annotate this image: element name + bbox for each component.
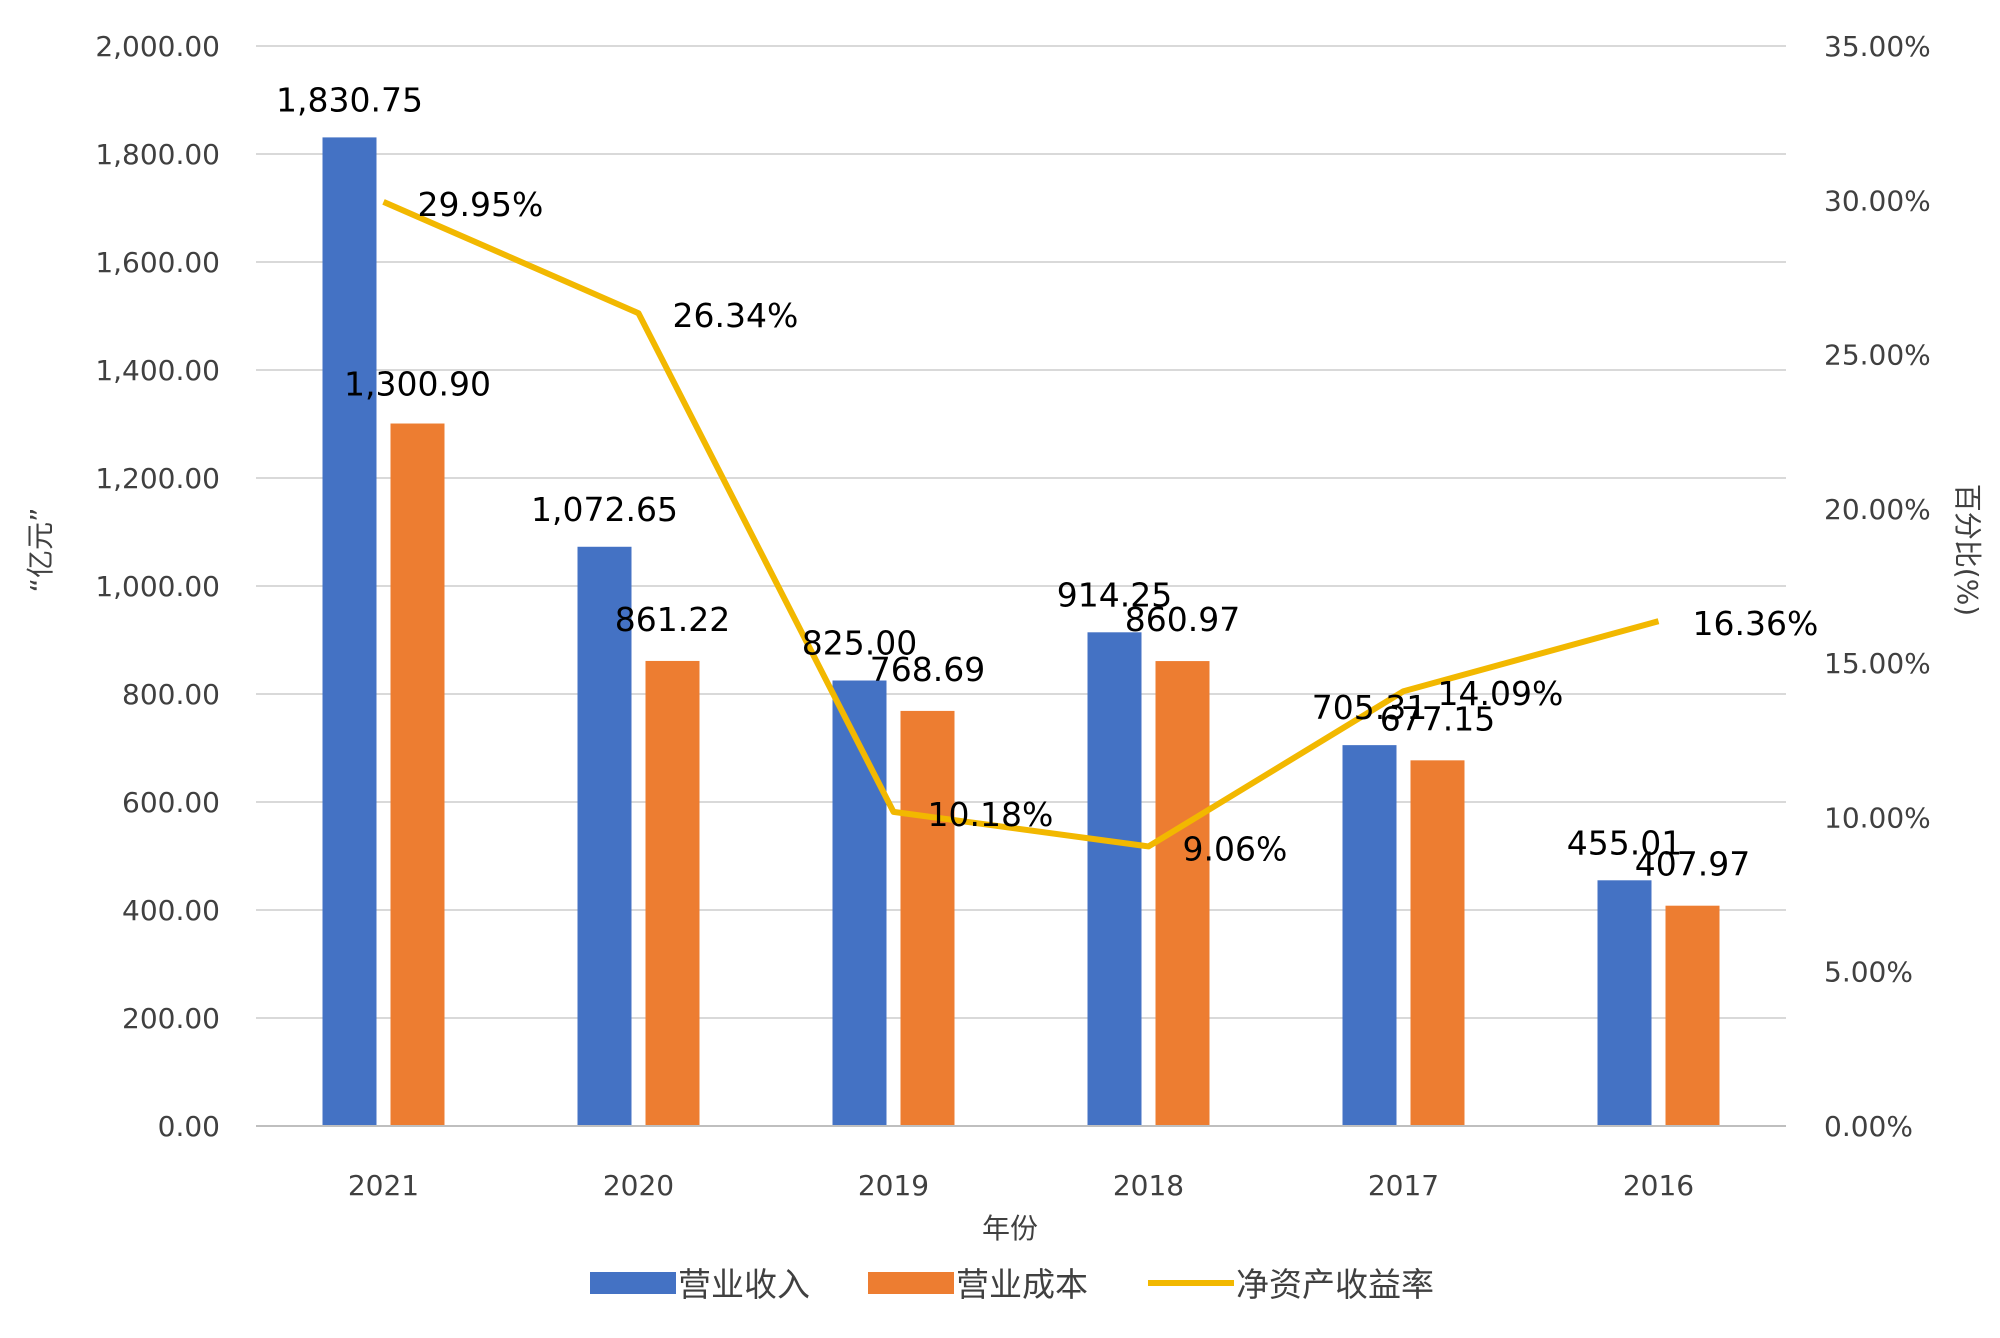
data-label-roe: 16.36% <box>1693 604 1819 643</box>
bar-revenue <box>832 680 887 1126</box>
x-axis-title: 年份 <box>982 1212 1038 1245</box>
data-label-roe: 10.18% <box>928 795 1054 834</box>
data-labels: 1,830.75 1,072.65 825.00 914.25 705.31 455.01… <box>276 80 1818 883</box>
y2-axis-title: 百分比(%) <box>1951 484 1984 616</box>
bar-cost <box>1665 905 1720 1126</box>
x-tick-label: 2020 <box>603 1169 674 1202</box>
y-axis-title: “亿元” <box>24 507 57 592</box>
y-tick-label: 1,000.00 <box>95 570 220 603</box>
y-tick-label: 400.00 <box>122 894 220 927</box>
bar-cost <box>900 710 955 1126</box>
y-tick-label: 2,000.00 <box>95 30 220 63</box>
x-tick-label: 2016 <box>1623 1169 1694 1202</box>
data-label-roe: 26.34% <box>673 296 799 335</box>
data-label-cost: 407.97 <box>1635 845 1750 884</box>
bar-revenue <box>1087 632 1142 1126</box>
data-label-roe: 29.95% <box>418 185 544 224</box>
data-label-cost: 860.97 <box>1125 600 1240 639</box>
legend-label-cost: 营业成本 <box>956 1265 1088 1304</box>
legend-label-revenue: 营业收入 <box>678 1265 810 1304</box>
bar-cost <box>645 660 700 1126</box>
y2-tick-label: 20.00% <box>1824 493 1931 526</box>
y2-tick-label: 10.00% <box>1824 801 1931 834</box>
x-tick-label: 2018 <box>1113 1169 1184 1202</box>
y-tick-label: 800.00 <box>122 678 220 711</box>
x-tick-label: 2017 <box>1368 1169 1439 1202</box>
data-label-revenue: 914.25 <box>1057 575 1172 614</box>
legend-swatch-cost <box>868 1272 954 1294</box>
y2-tick-label: 30.00% <box>1824 184 1931 217</box>
data-label-roe: 9.06% <box>1183 829 1288 868</box>
bar-cost <box>390 423 445 1126</box>
legend: 营业收入 营业成本 净资产收益率 <box>590 1265 1434 1304</box>
data-label-revenue: 455.01 <box>1567 823 1682 862</box>
y2-tick-label: 15.00% <box>1824 647 1931 680</box>
bar-revenue <box>1342 745 1397 1126</box>
bar-cost <box>1410 760 1465 1126</box>
y-tick-label: 1,400.00 <box>95 354 220 387</box>
x-tick-label: 2019 <box>858 1169 929 1202</box>
y2-tick-label: 25.00% <box>1824 339 1931 372</box>
y-tick-label: 0.00 <box>158 1110 220 1143</box>
data-label-revenue: 705.31 <box>1312 688 1427 727</box>
y2-tick-label: 35.00% <box>1824 30 1931 63</box>
data-label-cost: 768.69 <box>870 650 985 689</box>
roe-line <box>382 199 1660 850</box>
bars <box>322 137 1720 1126</box>
roe-line-layer <box>382 199 1660 850</box>
y-tick-label: 1,800.00 <box>95 138 220 171</box>
axes: 0.00 200.00 400.00 600.00 800.00 1,000.00 1,20… <box>95 30 1930 1202</box>
y2-tick-label: 5.00% <box>1824 956 1913 989</box>
bar-revenue <box>577 546 632 1126</box>
gridlines <box>256 45 1786 1127</box>
legend-swatch-revenue <box>590 1272 676 1294</box>
x-tick-label: 2021 <box>348 1169 419 1202</box>
data-label-cost: 677.15 <box>1380 699 1495 738</box>
bar-revenue <box>1597 880 1652 1126</box>
data-label-cost: 861.22 <box>615 600 730 639</box>
data-label-cost: 1,300.90 <box>344 365 491 404</box>
y2-tick-label: 0.00% <box>1824 1110 1913 1143</box>
y-tick-label: 1,600.00 <box>95 246 220 279</box>
bar-cost <box>1155 661 1210 1126</box>
data-label-revenue: 825.00 <box>802 624 917 663</box>
bar-revenue <box>322 137 377 1126</box>
data-label-revenue: 1,072.65 <box>531 490 678 529</box>
y-tick-label: 1,200.00 <box>95 462 220 495</box>
data-label-revenue: 1,830.75 <box>276 80 423 119</box>
y-tick-label: 600.00 <box>122 786 220 819</box>
legend-label-roe: 净资产收益率 <box>1236 1265 1434 1304</box>
y-tick-label: 200.00 <box>122 1002 220 1035</box>
data-label-roe: 14.09% <box>1438 674 1564 713</box>
